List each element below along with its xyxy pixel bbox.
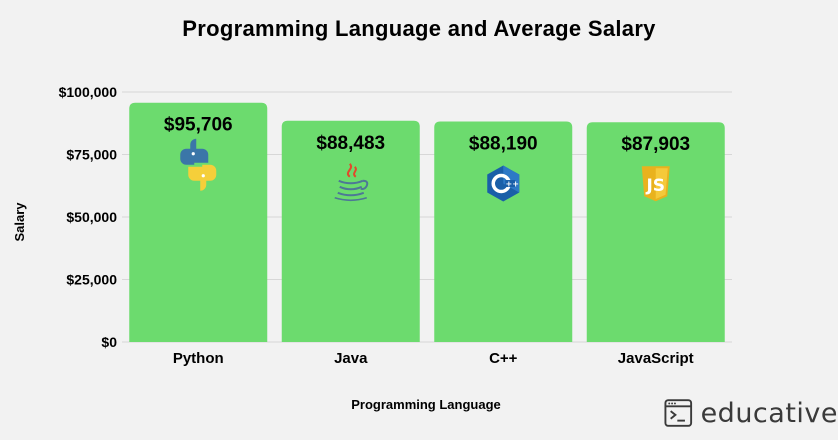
y-tick-label: $0 <box>101 334 117 350</box>
bar-java <box>281 120 420 342</box>
y-axis-label: Salary <box>12 202 27 242</box>
javascript-logo: JS <box>641 166 670 202</box>
educative-brand: educative <box>664 396 838 430</box>
cplusplus-logo: ++ <box>487 165 520 202</box>
x-tick-label: Java <box>334 350 368 367</box>
chart-title: Programming Language and Average Salary <box>182 16 656 41</box>
y-axis-ticks: $0 $25,000 $50,000 $75,000 $100,000 <box>59 84 118 350</box>
svg-text:++: ++ <box>506 180 519 189</box>
value-label: $88,483 <box>316 133 385 154</box>
x-axis-ticks: Python Java C++ JavaScript <box>173 350 694 367</box>
x-tick-label: C++ <box>489 350 518 367</box>
y-tick-label: $25,000 <box>66 272 117 288</box>
brand-name: educative <box>700 397 838 429</box>
bars <box>129 102 725 343</box>
value-label: $88,190 <box>469 134 538 155</box>
svg-text:JS: JS <box>645 176 665 196</box>
y-tick-label: $50,000 <box>66 209 117 225</box>
y-tick-label: $100,000 <box>59 84 118 100</box>
bar-cxx <box>434 121 573 343</box>
python-logo <box>180 138 217 191</box>
value-label: $95,706 <box>164 115 233 136</box>
value-labels: $95,706 $88,483 $88,190 $87,903 <box>164 115 690 156</box>
bar-javascript <box>586 122 725 343</box>
java-logo <box>334 163 369 202</box>
x-tick-label: JavaScript <box>618 350 694 367</box>
bar-icons: ++ JS <box>180 138 670 202</box>
x-axis-label: Programming Language <box>351 397 501 412</box>
bar-python <box>129 102 268 342</box>
terminal-window-icon <box>664 399 693 427</box>
x-tick-label: Python <box>173 350 224 367</box>
value-label: $87,903 <box>621 134 690 155</box>
y-tick-label: $75,000 <box>66 147 117 163</box>
